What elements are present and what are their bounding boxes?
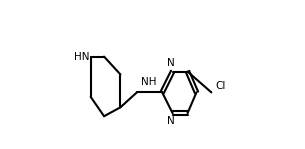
Text: N: N (167, 58, 175, 68)
Text: N: N (167, 116, 175, 127)
Text: Cl: Cl (216, 81, 226, 91)
Text: HN: HN (74, 52, 89, 62)
Text: NH: NH (141, 77, 156, 87)
